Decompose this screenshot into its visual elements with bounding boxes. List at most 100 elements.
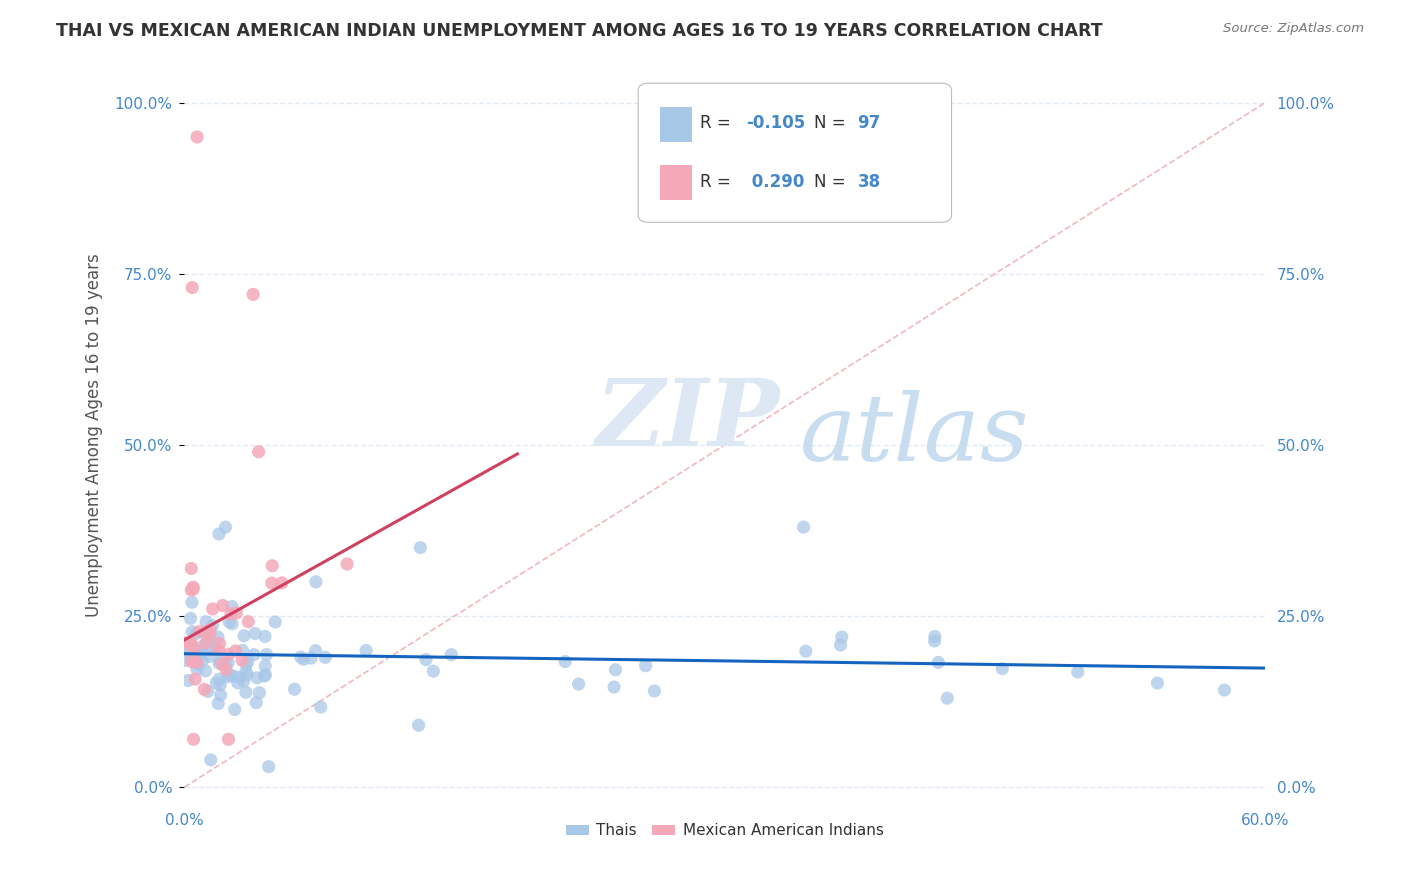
Point bbox=[927, 656, 949, 670]
Point bbox=[354, 643, 377, 657]
Point bbox=[215, 658, 238, 673]
Point bbox=[217, 732, 239, 747]
Point bbox=[173, 635, 195, 649]
Point bbox=[238, 615, 260, 629]
Point bbox=[207, 630, 229, 644]
Point bbox=[208, 672, 231, 686]
Point bbox=[180, 655, 202, 669]
Text: 38: 38 bbox=[858, 173, 880, 191]
Point bbox=[243, 648, 266, 662]
Point bbox=[554, 655, 576, 669]
Point bbox=[314, 650, 336, 665]
Text: N =: N = bbox=[814, 173, 851, 191]
Point bbox=[211, 599, 233, 613]
Point bbox=[191, 654, 214, 668]
Point bbox=[221, 599, 243, 614]
Point bbox=[201, 618, 224, 632]
Point bbox=[643, 684, 665, 698]
Point bbox=[200, 753, 222, 767]
Point bbox=[262, 558, 284, 573]
Point bbox=[183, 732, 205, 747]
Point bbox=[236, 655, 259, 669]
Point bbox=[235, 665, 257, 679]
Point bbox=[186, 662, 208, 676]
Point bbox=[225, 606, 247, 620]
Point bbox=[183, 641, 205, 656]
Point bbox=[236, 667, 259, 681]
Point bbox=[253, 629, 276, 643]
Point bbox=[184, 672, 207, 686]
Point bbox=[254, 667, 277, 681]
Point bbox=[831, 630, 853, 644]
Point bbox=[208, 657, 231, 671]
Point bbox=[218, 648, 240, 662]
Point bbox=[187, 657, 209, 672]
Point bbox=[634, 658, 657, 673]
Point bbox=[197, 684, 219, 698]
Point bbox=[195, 636, 218, 650]
Point bbox=[190, 644, 212, 658]
Point bbox=[247, 686, 270, 700]
Point bbox=[290, 650, 312, 665]
Point bbox=[208, 527, 231, 541]
Point bbox=[180, 582, 202, 597]
Point bbox=[180, 611, 202, 625]
Point bbox=[188, 624, 211, 639]
Point bbox=[186, 130, 208, 145]
Text: N =: N = bbox=[814, 114, 851, 132]
Point bbox=[936, 691, 959, 706]
Point bbox=[181, 280, 204, 294]
Point bbox=[179, 642, 201, 657]
Point bbox=[194, 664, 217, 678]
Point bbox=[603, 680, 626, 694]
Point bbox=[245, 696, 267, 710]
Point bbox=[1146, 676, 1168, 690]
Text: THAI VS MEXICAN AMERICAN INDIAN UNEMPLOYMENT AMONG AGES 16 TO 19 YEARS CORRELATI: THAI VS MEXICAN AMERICAN INDIAN UNEMPLOY… bbox=[56, 22, 1102, 40]
Point bbox=[309, 700, 332, 714]
Point bbox=[231, 643, 253, 657]
Point bbox=[201, 602, 224, 616]
Point bbox=[264, 615, 287, 629]
Point bbox=[204, 640, 226, 655]
Point bbox=[253, 669, 276, 683]
Point bbox=[226, 676, 249, 690]
FancyBboxPatch shape bbox=[659, 165, 692, 201]
Point bbox=[191, 640, 214, 654]
Point bbox=[254, 659, 277, 673]
Point bbox=[292, 652, 315, 666]
Text: -0.105: -0.105 bbox=[747, 114, 806, 132]
Point bbox=[415, 652, 437, 666]
Point bbox=[991, 662, 1014, 676]
Point bbox=[247, 445, 270, 459]
Point bbox=[190, 646, 212, 660]
Point bbox=[200, 642, 222, 657]
Point bbox=[215, 663, 238, 677]
Point bbox=[568, 677, 591, 691]
Text: R =: R = bbox=[700, 173, 735, 191]
Point bbox=[208, 636, 231, 650]
Point bbox=[209, 678, 232, 692]
Point bbox=[299, 651, 322, 665]
Point bbox=[214, 520, 236, 534]
Point bbox=[219, 668, 242, 682]
Point bbox=[181, 580, 204, 594]
Text: 0.290: 0.290 bbox=[747, 173, 804, 191]
Point bbox=[605, 663, 627, 677]
Point bbox=[924, 634, 946, 648]
Text: 97: 97 bbox=[858, 114, 880, 132]
Y-axis label: Unemployment Among Ages 16 to 19 years: Unemployment Among Ages 16 to 19 years bbox=[86, 252, 103, 616]
Point bbox=[186, 626, 208, 640]
Point bbox=[243, 626, 266, 640]
Point bbox=[207, 643, 229, 657]
Point bbox=[221, 616, 243, 631]
Point bbox=[205, 676, 228, 690]
Point bbox=[830, 638, 852, 652]
Point bbox=[198, 627, 221, 641]
Point bbox=[235, 657, 257, 671]
Point bbox=[217, 670, 239, 684]
Point bbox=[179, 647, 201, 661]
Point bbox=[270, 575, 292, 590]
Point bbox=[207, 697, 229, 711]
Point bbox=[195, 634, 218, 648]
Point bbox=[222, 669, 245, 683]
